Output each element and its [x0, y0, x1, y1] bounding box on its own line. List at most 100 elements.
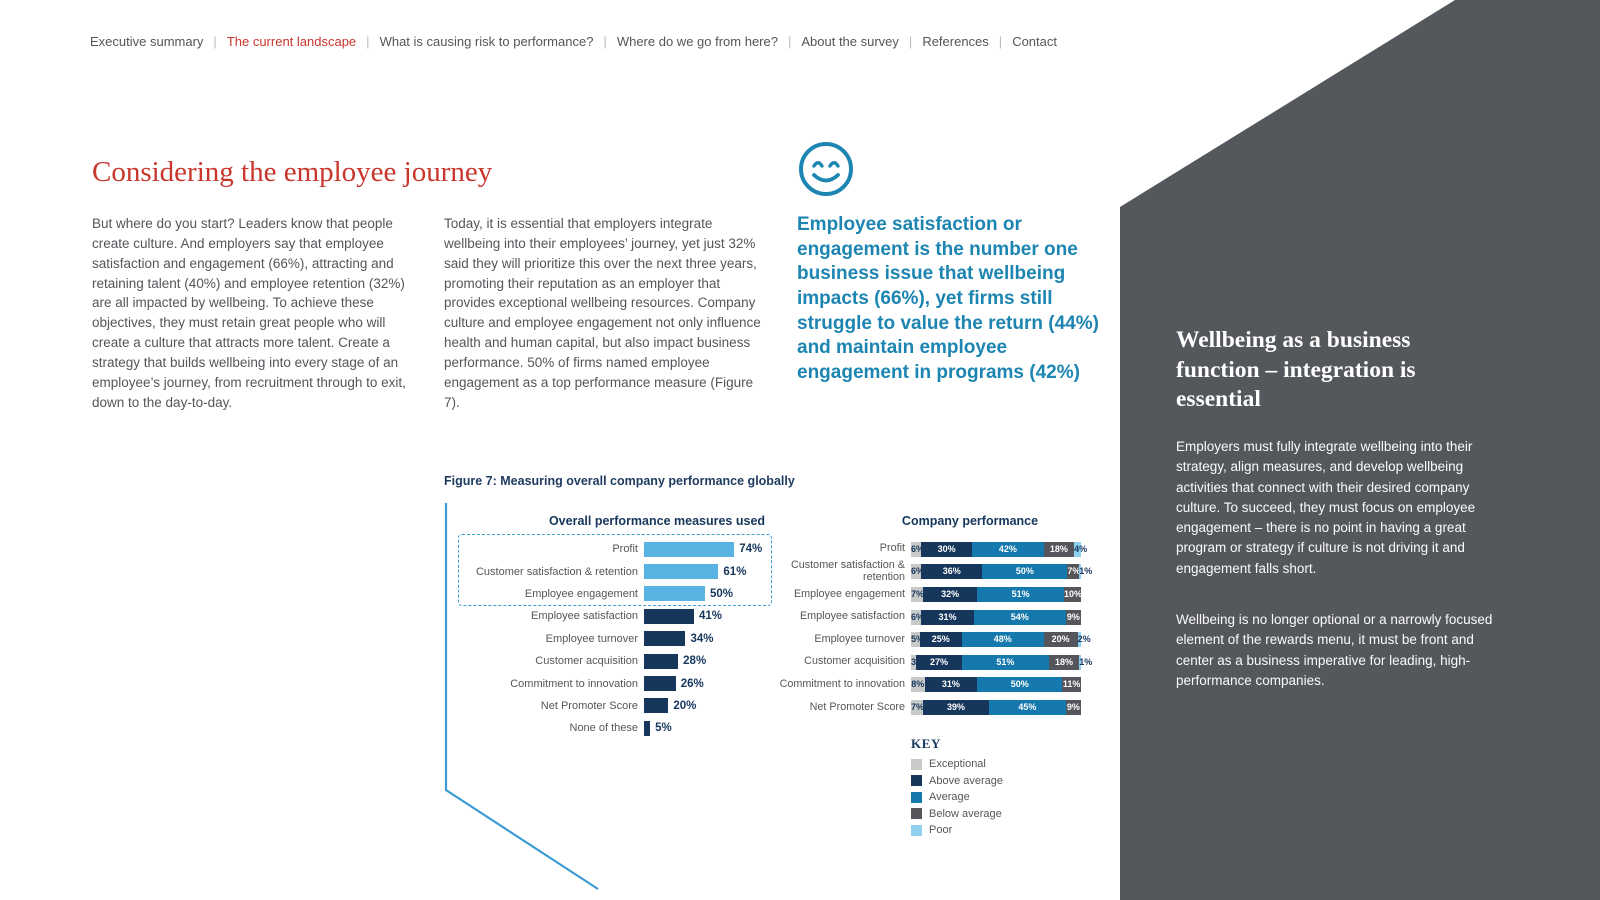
legend-label: Average	[929, 791, 970, 804]
legend-label: Exceptional	[929, 758, 986, 771]
legend-label: Poor	[929, 824, 953, 837]
legend-items: Exceptional Above average Average Below ave…	[911, 756, 1003, 839]
stacked-bar: 7% 39% 45% 9%	[911, 699, 1081, 715]
nav-item-where-do-we-go-from-here-[interactable]: Where do we go from here?	[616, 34, 778, 49]
legend-item-exceptional: Exceptional	[911, 756, 1003, 773]
measure-label: Net Promoter Score	[540, 699, 638, 712]
stacked-bar: 7% 32% 51% 10%	[911, 586, 1082, 602]
nav-item-the-current-landscape[interactable]: The current landscape	[226, 34, 357, 49]
segment-average: 51%	[977, 586, 1064, 602]
measure-value: 26%	[680, 677, 704, 690]
figure-caption: Figure 7: Measuring overall company perf…	[444, 474, 795, 488]
nav-separator: |	[908, 34, 913, 49]
measure-bar	[644, 631, 686, 647]
segment-average: 42%	[972, 541, 1044, 557]
nav-item-references[interactable]: References	[922, 34, 989, 49]
segment-below-average: 18%	[1043, 541, 1075, 557]
chart-title: Overall performance measures used	[548, 514, 766, 528]
legend-swatch	[911, 824, 922, 836]
measure-bar	[644, 720, 651, 736]
measure-bar	[644, 541, 735, 557]
segment-below-average: 7%	[1067, 564, 1080, 580]
chart-overall-measures: Overall performance measures used Profit…	[444, 510, 844, 760]
measure-value: 74%	[739, 543, 763, 556]
segment-above-average: 32%	[922, 586, 978, 602]
measure-row: Customer acquisition 28%	[444, 650, 762, 672]
nav-item-contact[interactable]: Contact	[1012, 34, 1057, 49]
stacked-bar: 6% 36% 50% 7% 1%	[911, 564, 1092, 580]
segment-average: 50%	[977, 677, 1063, 693]
bar-rows: Profit 74% Customer satisfaction & retenti…	[444, 538, 762, 740]
measure-row: Commitment to innovation 26%	[444, 672, 762, 694]
segment-above-average: 30%	[921, 541, 973, 557]
performance-row: Commitment to innovation 8% 31% 50% 11%	[770, 674, 1081, 697]
nav-item-what-is-causing-risk-to-performance-[interactable]: What is causing risk to performance?	[379, 34, 594, 49]
segment-poor: 2%	[1077, 632, 1091, 648]
measure-label: Customer acquisition	[535, 655, 638, 668]
legend-swatch	[911, 775, 922, 787]
legend-label: Below average	[929, 807, 1002, 820]
segment-exceptional: 6%	[911, 564, 924, 580]
nav-item-executive-summary[interactable]: Executive summary	[90, 34, 204, 49]
segment-exceptional: 7%	[911, 699, 924, 715]
legend-item-average: Average	[911, 789, 1003, 806]
measure-label: None of these	[569, 722, 639, 735]
pull-quote: Employee satisfaction or engagement is t…	[797, 214, 1099, 384]
performance-row: Profit 6% 30% 42% 18% 4%	[770, 538, 1087, 561]
measure-value: 5%	[655, 722, 672, 735]
measure-value: 20%	[673, 699, 697, 712]
stacked-bar: 5% 25% 48% 20% 2%	[911, 632, 1091, 648]
segment-above-average: 27%	[916, 654, 962, 670]
segment-below-average: 9%	[1065, 609, 1081, 625]
segment-exceptional: 8%	[911, 677, 925, 693]
segment-exceptional: 6%	[911, 609, 924, 625]
chart-title: Company performance	[901, 514, 1039, 528]
body-column-2: Today, it is essential that employers in…	[444, 216, 761, 410]
performance-row: Customer acquisition 3%27%51%18%1%	[770, 651, 1092, 674]
performance-label: Customer acquisition	[804, 655, 905, 668]
legend-swatch	[911, 808, 922, 820]
page-title: Considering the employee journey	[92, 156, 493, 188]
measure-bar	[644, 698, 669, 714]
performance-row: Customer satisfaction & retention 6% 36% 50…	[770, 559, 1092, 584]
nav-item-about-the-survey[interactable]: About the survey	[801, 34, 899, 49]
measure-label: Employee turnover	[545, 632, 638, 645]
legend-swatch	[911, 758, 922, 770]
measure-label: Employee engagement	[524, 587, 638, 600]
performance-label: Customer satisfaction & retention	[790, 559, 905, 583]
nav-separator: |	[998, 34, 1003, 49]
stacked-bar-rows: Profit 6% 30% 42% 18% 4% Customer satisfaction…	[770, 538, 1092, 719]
nav-separator: |	[603, 34, 607, 49]
segment-exceptional: 7%	[911, 586, 924, 602]
stacked-bar: 8% 31% 50% 11%	[911, 677, 1081, 693]
segment-poor: 1%	[1079, 654, 1092, 670]
segment-below-average: 9%	[1065, 699, 1081, 715]
segment-average: 51%	[961, 654, 1049, 670]
measure-row: None of these 5%	[444, 717, 762, 739]
measure-bar	[644, 586, 705, 602]
segment-below-average: 18%	[1048, 654, 1080, 670]
nav-separator: |	[787, 34, 792, 49]
measure-value: 28%	[683, 655, 707, 668]
measure-value: 50%	[710, 587, 734, 600]
measure-label: Commitment to innovation	[510, 677, 638, 690]
segment-above-average: 31%	[924, 677, 978, 693]
measure-row: Employee satisfaction 41%	[444, 605, 762, 627]
performance-label: Commitment to innovation	[779, 678, 905, 691]
legend-title: KEY	[911, 736, 941, 751]
measure-value: 61%	[723, 565, 747, 578]
sidebar-paragraph-2: Wellbeing is no longer optional or a nar…	[1176, 612, 1493, 688]
sidebar-paragraph-1: Employers must fully integrate wellbeing…	[1176, 439, 1476, 576]
measure-value: 34%	[690, 632, 714, 645]
segment-above-average: 39%	[922, 699, 990, 715]
nav-separator: |	[213, 34, 217, 49]
legend-item-poor: Poor	[911, 822, 1003, 839]
performance-label: Profit	[879, 542, 905, 555]
stacked-bar: 6% 30% 42% 18% 4%	[911, 541, 1087, 557]
measure-label: Customer satisfaction & retention	[475, 565, 638, 578]
segment-exceptional: 5%	[911, 632, 924, 648]
stacked-bar: 6% 31% 54% 9%	[911, 609, 1081, 625]
measure-bar	[644, 608, 695, 624]
performance-row: Employee engagement 7% 32% 51% 10%	[770, 583, 1082, 606]
